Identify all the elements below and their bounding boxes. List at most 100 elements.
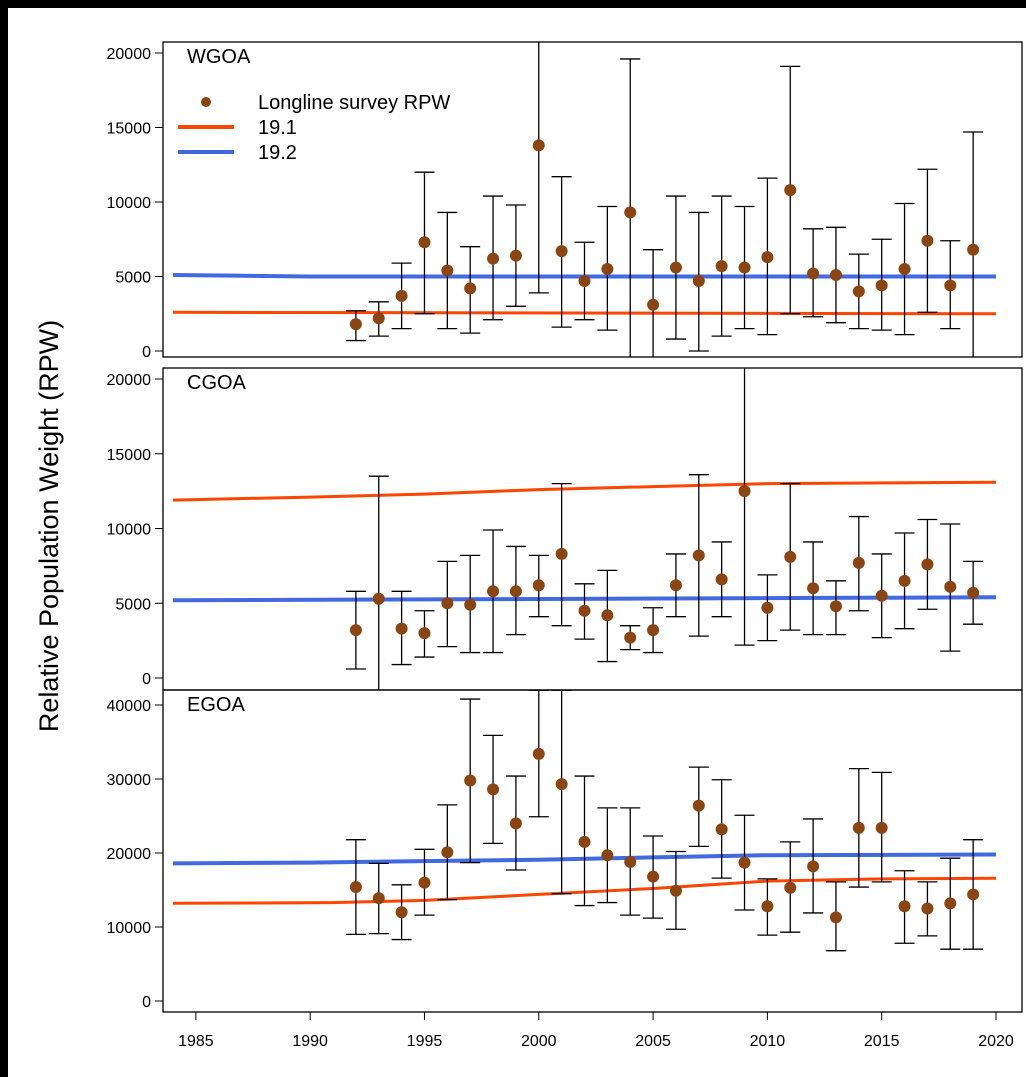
survey-point <box>967 586 980 599</box>
survey-point <box>395 906 408 919</box>
survey-point <box>715 573 728 586</box>
survey-point <box>967 888 980 901</box>
survey-point <box>601 263 614 276</box>
survey-point <box>738 485 751 498</box>
survey-point <box>555 778 568 791</box>
panel-data <box>172 368 997 690</box>
survey-point <box>441 597 454 610</box>
survey-point <box>372 892 385 905</box>
panel-cgoa: 0 5000 10000 15000 20000 CGOA <box>107 367 1023 691</box>
survey-point <box>418 236 431 249</box>
survey-point <box>761 251 774 264</box>
panel-label: CGOA <box>187 372 247 394</box>
survey-point <box>852 556 865 569</box>
y-tick-label: 20000 <box>107 46 152 63</box>
survey-point <box>647 624 660 637</box>
survey-point <box>898 263 911 276</box>
y-tick-label: 0 <box>142 671 151 688</box>
x-tick-label: 2020 <box>978 1033 1014 1050</box>
survey-point <box>761 601 774 614</box>
survey-point <box>692 799 705 812</box>
survey-point <box>647 870 660 883</box>
survey-point <box>349 881 362 894</box>
y-tick-label: 0 <box>142 994 151 1011</box>
survey-point <box>784 184 797 197</box>
survey-point <box>532 747 545 760</box>
y-tick-label: 30000 <box>107 772 152 789</box>
survey-point <box>921 558 934 571</box>
survey-point <box>784 881 797 894</box>
survey-point <box>875 589 888 602</box>
survey-point <box>898 900 911 913</box>
survey-point <box>761 900 774 913</box>
model-19-2-line <box>172 852 997 866</box>
y-tick-label: 5000 <box>115 596 151 613</box>
y-tick-label: 0 <box>142 344 151 361</box>
panel-data <box>172 42 997 357</box>
survey-point <box>852 285 865 298</box>
y-tick-label: 40000 <box>107 698 152 715</box>
survey-point <box>487 252 500 265</box>
survey-point <box>509 585 522 598</box>
y-axis-label: Relative Population Weight (RPW) <box>34 320 64 732</box>
survey-point <box>875 279 888 292</box>
survey-point <box>395 622 408 635</box>
survey-point <box>852 821 865 834</box>
survey-point <box>555 245 568 258</box>
panel-egoa: 0 10000 20000 30000 40000 EGOA <box>107 689 1023 1013</box>
x-tick-label: 1995 <box>407 1033 443 1050</box>
survey-point <box>349 318 362 331</box>
x-tick-label: 2010 <box>750 1033 786 1050</box>
panel-frame <box>162 367 1023 691</box>
x-tick-label: 2015 <box>864 1033 900 1050</box>
survey-point <box>807 860 820 873</box>
y-tick-label: 5000 <box>115 270 151 287</box>
survey-point <box>441 264 454 277</box>
survey-point <box>829 911 842 924</box>
survey-point <box>395 289 408 302</box>
survey-point <box>692 274 705 287</box>
panel-label: EGOA <box>187 694 245 716</box>
survey-point <box>875 821 888 834</box>
legend-entry-label: 19.2 <box>258 142 297 164</box>
survey-point <box>487 783 500 796</box>
y-tick-label: 15000 <box>107 447 152 464</box>
survey-point <box>921 234 934 247</box>
survey-point <box>532 579 545 592</box>
panel-label: WGOA <box>187 46 251 68</box>
x-tick-label: 1990 <box>292 1033 328 1050</box>
survey-point <box>464 774 477 787</box>
x-tick-label: 2000 <box>521 1033 557 1050</box>
survey-point <box>509 249 522 262</box>
survey-point <box>372 312 385 325</box>
survey-point <box>349 624 362 637</box>
survey-point <box>464 282 477 295</box>
survey-point <box>532 139 545 152</box>
survey-point <box>967 243 980 256</box>
model-19-1-line <box>172 480 997 502</box>
survey-point <box>578 835 591 848</box>
panel-data <box>172 690 997 952</box>
survey-point <box>829 600 842 613</box>
survey-point <box>944 580 957 593</box>
panel-frame <box>162 41 1023 358</box>
legend-point-marker <box>201 97 211 107</box>
survey-point <box>829 269 842 282</box>
survey-point <box>944 279 957 292</box>
survey-point <box>418 876 431 889</box>
survey-point <box>578 604 591 617</box>
survey-point <box>624 855 637 868</box>
survey-point <box>944 897 957 910</box>
survey-point <box>487 585 500 598</box>
survey-point <box>601 609 614 622</box>
panel-wgoa: 0 5000 10000 15000 20000 WGOA <box>107 41 1023 361</box>
survey-point <box>669 579 682 592</box>
survey-point <box>807 267 820 280</box>
plot-background <box>8 8 1026 1077</box>
survey-point <box>738 856 751 869</box>
legend-entry-label: Longline survey RPW <box>258 92 450 114</box>
survey-point <box>418 627 431 640</box>
survey-point <box>715 260 728 273</box>
